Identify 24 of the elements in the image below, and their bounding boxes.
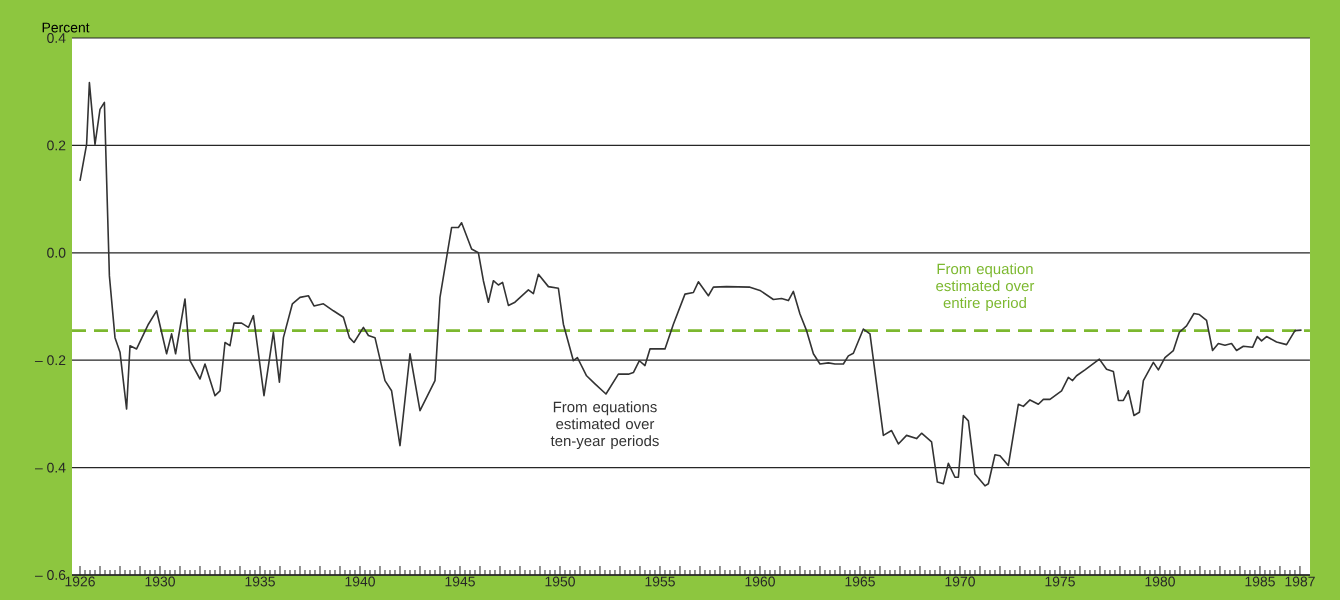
x-tick-label: 1960 [745, 576, 775, 587]
x-tick-label: 1975 [1045, 576, 1075, 587]
ref-line-label: From equation estimated over entire period [936, 263, 1035, 312]
y-axis-title: Percent [42, 22, 90, 33]
y-tick-label: – 0.6 [34, 570, 66, 580]
x-tick-label: 1945 [445, 576, 475, 587]
y-tick-label: 0.2 [47, 140, 66, 151]
text: From equations estimated over ten-year periods [550, 401, 659, 450]
x-tick-label: 1930 [145, 576, 175, 587]
x-tick-label: 1926 [65, 576, 95, 587]
x-tick-label: 1940 [345, 576, 375, 587]
x-tick-label: 1985 [1245, 576, 1275, 587]
x-tick-label: 1950 [545, 576, 575, 587]
x-tick-label: 1935 [245, 576, 275, 587]
x-tick-label: 1970 [945, 576, 975, 587]
y-tick-label: 0.0 [47, 247, 66, 258]
y-tick-label: 0.4 [47, 33, 66, 43]
x-tick-label: 1965 [845, 576, 875, 587]
y-tick-label: – 0.4 [34, 462, 66, 473]
x-tick-label: 1980 [1145, 576, 1175, 587]
line-series [79, 81, 1303, 487]
y-tick-label: – 0.2 [34, 355, 66, 366]
x-tick-label: 1955 [645, 576, 675, 587]
x-tick-label: 1987 [1285, 576, 1315, 587]
